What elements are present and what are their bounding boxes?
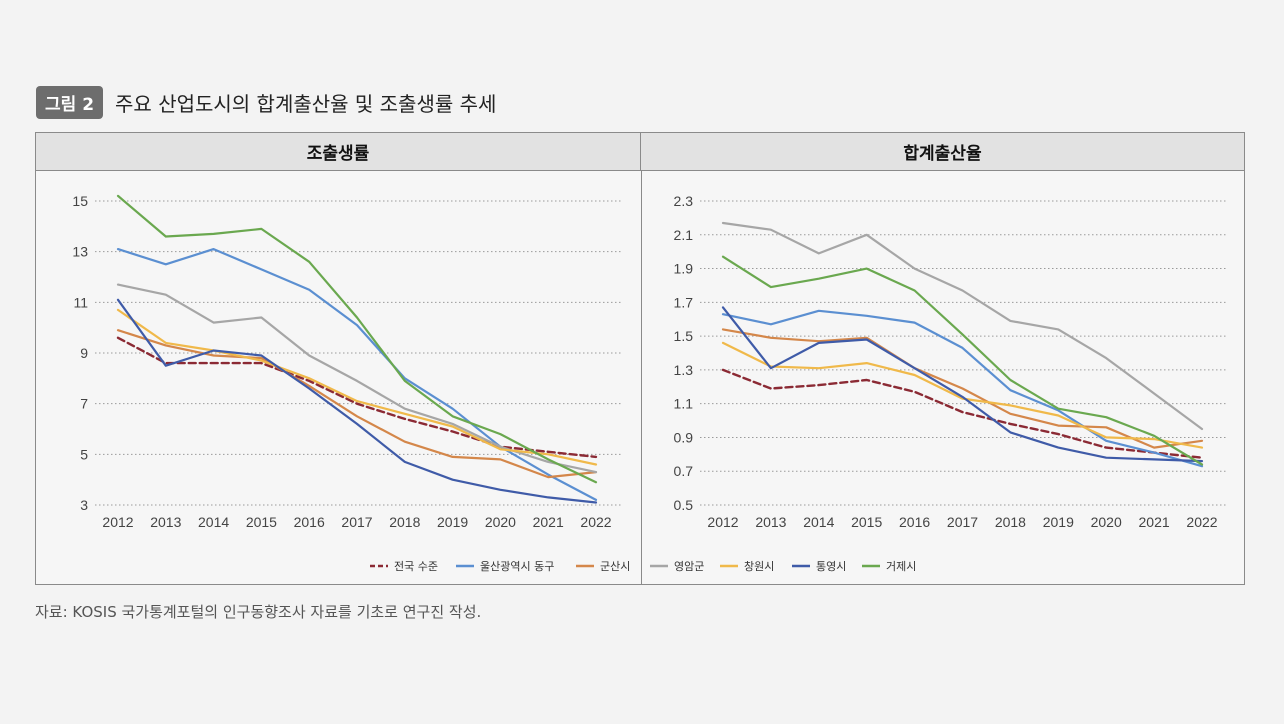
y-tick-label: 1.7 <box>674 294 694 310</box>
x-tick-label: 2017 <box>947 514 978 530</box>
y-tick-label: 11 <box>73 294 88 310</box>
series-line-6 <box>721 255 1204 466</box>
x-tick-label: 2018 <box>389 514 420 530</box>
y-tick-label: 1.9 <box>674 261 694 277</box>
series-line-4 <box>116 308 598 466</box>
figure-title: 그림 2 주요 산업도시의 합계출산율 및 조출생률 추세 <box>36 86 496 119</box>
y-tick-label: 2.1 <box>674 227 694 243</box>
x-tick-label: 2021 <box>1139 514 1170 530</box>
y-tick-label: 1.5 <box>674 328 694 344</box>
x-tick-label: 2017 <box>341 514 372 530</box>
y-tick-label: 0.7 <box>674 463 694 479</box>
crude-birth-rate-chart: 3 5 7 9 11 13 15 2012 2013 2014 2015 2016 2017 2018 20… <box>72 193 622 530</box>
legend-label: 거제시 <box>886 560 916 573</box>
x-tick-label: 2018 <box>995 514 1026 530</box>
series-line-2 <box>721 328 1204 449</box>
series-line-2 <box>116 329 598 479</box>
x-tick-label: 2016 <box>899 514 930 530</box>
series-line-1 <box>116 248 598 501</box>
series-line-5 <box>721 306 1204 463</box>
y-tick-label: 15 <box>72 193 88 209</box>
series-line-0 <box>721 368 1204 459</box>
chart-panel-box: 조출생률 합계출산율 <box>35 132 1245 585</box>
legend-label: 영암군 <box>674 560 704 573</box>
source-note: 자료: KOSIS 국가통계포털의 인구동향조사 자료를 기초로 연구진 작성. <box>35 603 482 621</box>
figure-title-text: 주요 산업도시의 합계출산율 및 조출생률 추세 <box>115 92 497 116</box>
x-tick-label: 2012 <box>102 514 133 530</box>
series-line-1 <box>721 309 1204 468</box>
series-line-3 <box>721 221 1204 431</box>
series-line-5 <box>116 298 598 504</box>
x-tick-label: 2020 <box>1091 514 1122 530</box>
legend-label: 군산시 <box>600 560 630 573</box>
series-line-3 <box>116 283 598 474</box>
legend: 전국 수준 울산광역시 동구 군산시 영암군 창원시 통영시 거제시 <box>370 560 916 573</box>
x-tick-label: 2016 <box>294 514 325 530</box>
y-tick-label: 9 <box>80 345 88 361</box>
panel-title-total-fertility-rate: 합계출산율 <box>641 133 1244 171</box>
series-line-6 <box>116 194 598 484</box>
x-tick-label: 2012 <box>707 514 738 530</box>
x-tick-label: 2014 <box>198 514 229 530</box>
panel-divider <box>641 171 642 584</box>
figure-badge: 그림 2 <box>36 86 104 119</box>
y-tick-label: 7 <box>80 396 88 412</box>
y-tick-label: 1.1 <box>674 396 694 412</box>
y-tick-label: 13 <box>72 244 88 260</box>
y-tick-label: 0.5 <box>674 497 694 513</box>
panel-title-crude-birth-rate: 조출생률 <box>36 133 641 171</box>
legend-label: 통영시 <box>816 560 846 573</box>
legend-label: 전국 수준 <box>394 560 438 573</box>
legend-label: 창원시 <box>744 560 774 573</box>
x-tick-label: 2013 <box>755 514 786 530</box>
y-tick-label: 5 <box>80 446 88 462</box>
x-tick-label: 2021 <box>533 514 564 530</box>
x-tick-label: 2019 <box>1043 514 1074 530</box>
x-tick-label: 2014 <box>803 514 834 530</box>
y-tick-label: 1.3 <box>674 362 694 378</box>
legend-label: 울산광역시 동구 <box>480 560 554 573</box>
x-tick-label: 2020 <box>485 514 516 530</box>
x-tick-label: 2019 <box>437 514 468 530</box>
total-fertility-rate-chart: 0.5 0.7 0.9 1.1 1.3 1.5 1.7 1.9 2.1 2.3 2012 2013 20… <box>674 193 1228 530</box>
series-line-0 <box>116 336 598 459</box>
series-line-4 <box>721 341 1204 449</box>
x-tick-label: 2022 <box>1186 514 1217 530</box>
x-tick-label: 2013 <box>150 514 181 530</box>
y-tick-label: 2.3 <box>674 193 694 209</box>
x-tick-label: 2015 <box>851 514 882 530</box>
x-tick-label: 2022 <box>580 514 611 530</box>
y-tick-label: 0.9 <box>674 429 694 445</box>
y-tick-label: 3 <box>80 497 88 513</box>
x-tick-label: 2015 <box>246 514 277 530</box>
